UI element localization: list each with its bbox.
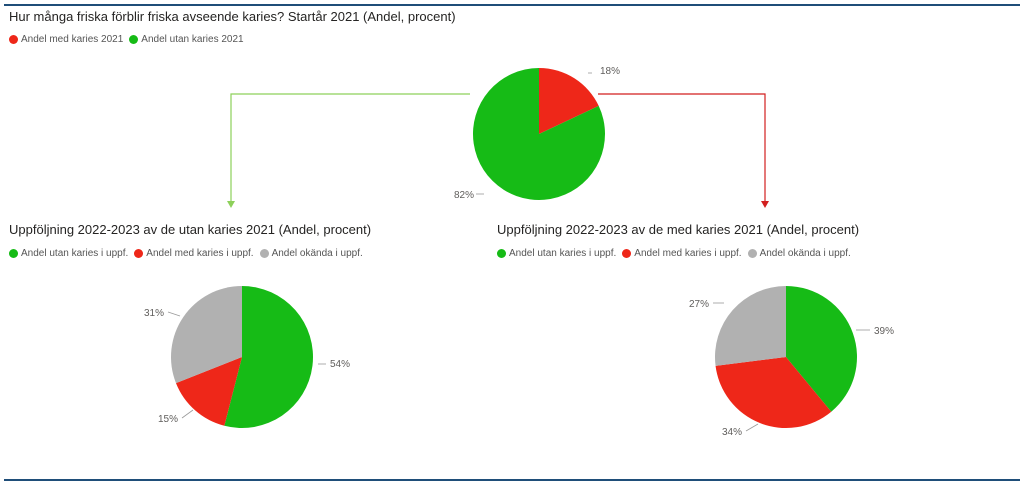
legend-label: Andel okända i uppf. [271,248,363,259]
pie-slice-andel-med-karies-2021[interactable] [539,68,599,134]
connector-right [598,93,769,208]
legend-label: Andel med karies i uppf. [634,248,742,259]
legend-item-with-caries-followup[interactable]: Andel med karies i uppf. [622,248,742,259]
pie-slice-andel-utan-karies-2021[interactable] [473,68,605,201]
data-label: 15% [158,414,178,425]
pie-slice-andel-utan-karies-i-uppf-[interactable] [786,286,857,412]
pie-chart-0: 18% 82% [454,66,620,201]
legend-item-with-caries-followup[interactable]: Andel med karies i uppf. [134,248,254,259]
legend-label: Andel utan karies 2021 [141,34,244,45]
legend-label: Andel med karies i uppf. [146,248,254,259]
chart-title-followup-without-caries: Uppföljning 2022-2023 av de utan karies … [9,222,372,237]
legend-followup-with-caries: Andel utan karies i uppf. Andel med kari… [497,248,857,259]
data-label: 39% [874,326,894,337]
legend-item-unknown-followup[interactable]: Andel okända i uppf. [259,248,363,259]
connector-left-arrowhead [227,201,235,208]
legend-dot-red [9,35,18,44]
legend-label: Andel utan karies i uppf. [509,248,617,259]
data-label: 27% [689,299,709,310]
connector-right-line [598,93,766,202]
legend-dot-red [622,249,632,258]
leader-line [181,409,194,419]
legend-label: Andel okända i uppf. [759,248,851,259]
data-label: 18% [600,66,620,77]
legend-item-without-caries-2021[interactable]: Andel utan karies 2021 [129,34,244,45]
legend-dot-red [134,249,144,258]
pie-slice-andel-okända-i-uppf-[interactable] [715,286,786,366]
data-label: 54% [330,359,350,370]
data-label: 34% [722,427,742,438]
pie-slice-andel-okända-i-uppf-[interactable] [171,286,242,384]
data-label: 31% [144,308,164,319]
legend-dot-gray [747,249,757,258]
legend-dot-green [129,35,139,44]
legend-followup-without-caries: Andel utan karies i uppf. Andel med kari… [9,248,369,259]
connector-left-line [230,93,470,202]
legend-label: Andel utan karies i uppf. [21,248,129,259]
pie-slice-andel-med-karies-i-uppf-[interactable] [715,357,832,428]
chart-title-followup-with-caries: Uppföljning 2022-2023 av de med karies 2… [497,222,860,237]
legend-dot-gray [259,249,269,258]
legend-label: Andel med karies 2021 [21,34,124,45]
top-divider [4,4,1020,6]
legend-dot-green [9,249,18,258]
bottom-divider [4,479,1020,481]
data-label: 82% [454,190,474,201]
pie-chart-2: 39% 34% 27% [689,286,894,438]
leader-line [745,423,759,432]
legend-item-with-caries-2021[interactable]: Andel med karies 2021 [9,34,123,45]
leader-line [167,311,181,317]
legend-item-without-caries-followup[interactable]: Andel utan karies i uppf. [9,248,128,259]
legend-dot-green [497,249,506,258]
pie-chart-1: 54% 15% 31% [144,286,350,429]
chart-title-start: Hur många friska förblir friska avseende… [9,9,456,24]
connector-right-arrowhead [761,201,769,208]
connector-left [227,93,470,208]
pie-slice-andel-utan-karies-i-uppf-[interactable] [224,286,313,429]
legend-item-unknown-followup[interactable]: Andel okända i uppf. [747,248,851,259]
legend-start: Andel med karies 2021 Andel utan karies … [9,34,250,45]
legend-item-without-caries-followup[interactable]: Andel utan karies i uppf. [497,248,616,259]
pie-slice-andel-med-karies-i-uppf-[interactable] [175,357,242,426]
